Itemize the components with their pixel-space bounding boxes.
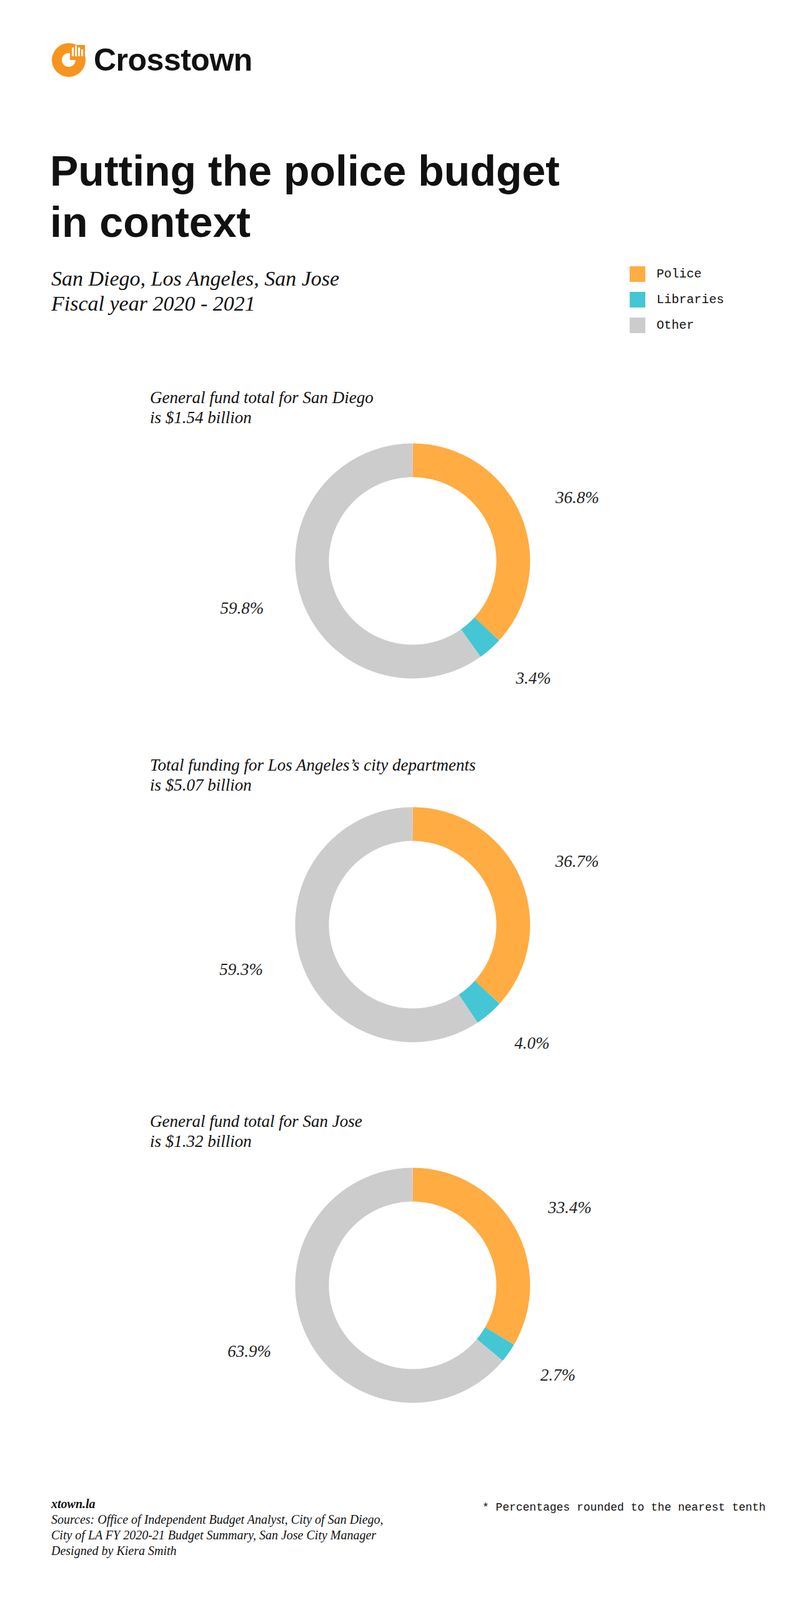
- html-text:Police: Police: [656, 266, 702, 282]
- html-text:Putting the police budget: Putting the police budget: [49, 146, 560, 195]
- html-text:is $1.32 billion: is $1.32 billion: [149, 1131, 252, 1151]
- svg-text:4.0%: 4.0%: [514, 1033, 550, 1053]
- svg-text:59.3%: 59.3%: [219, 959, 264, 979]
- svg-text:2.7%: 2.7%: [540, 1364, 576, 1384]
- html-text:San Diego, Los Angeles, San Jo: San Diego, Los Angeles, San Jose: [51, 266, 340, 290]
- svg-text:59.8%: 59.8%: [220, 598, 265, 618]
- html-text:xtown.la: xtown.la: [51, 1496, 96, 1510]
- html-text:City of LA FY 2020-21 Budget S: City of LA FY 2020-21 Budget Summary, Sa…: [51, 1527, 377, 1542]
- svg-text:36.7%: 36.7%: [554, 851, 600, 871]
- html-text:Total funding for Los Angeles’: Total funding for Los Angeles’s city dep…: [149, 755, 476, 775]
- html-text:Other: Other: [656, 317, 695, 333]
- html-text:Crosstown: Crosstown: [93, 42, 253, 78]
- svg-text:36.8%: 36.8%: [554, 487, 600, 507]
- svg-text:63.9%: 63.9%: [227, 1341, 272, 1360]
- html-text:Libraries: Libraries: [656, 292, 725, 307]
- html-text:is $5.07 billion: is $5.07 billion: [149, 775, 252, 795]
- html-text:Designed by Kiera Smith: Designed by Kiera Smith: [51, 1543, 177, 1557]
- svg-text:3.4%: 3.4%: [515, 668, 551, 688]
- html-text:* Percentages rounded to the n: * Percentages rounded to the nearest ten…: [482, 1500, 766, 1514]
- html-text:General fund total for San Jos: General fund total for San Jose: [149, 1111, 363, 1131]
- html-text:General fund total for San Die: General fund total for San Diego: [149, 387, 374, 407]
- html-text:Sources: Office of Independent: Sources: Office of Independent Budget An…: [51, 1511, 384, 1526]
- html-text:Fiscal year 2020 - 2021: Fiscal year 2020 - 2021: [51, 291, 256, 315]
- html-text:is $1.54 billion: is $1.54 billion: [149, 407, 252, 427]
- html-text:in context: in context: [49, 198, 251, 246]
- svg-text:33.4%: 33.4%: [547, 1197, 592, 1217]
